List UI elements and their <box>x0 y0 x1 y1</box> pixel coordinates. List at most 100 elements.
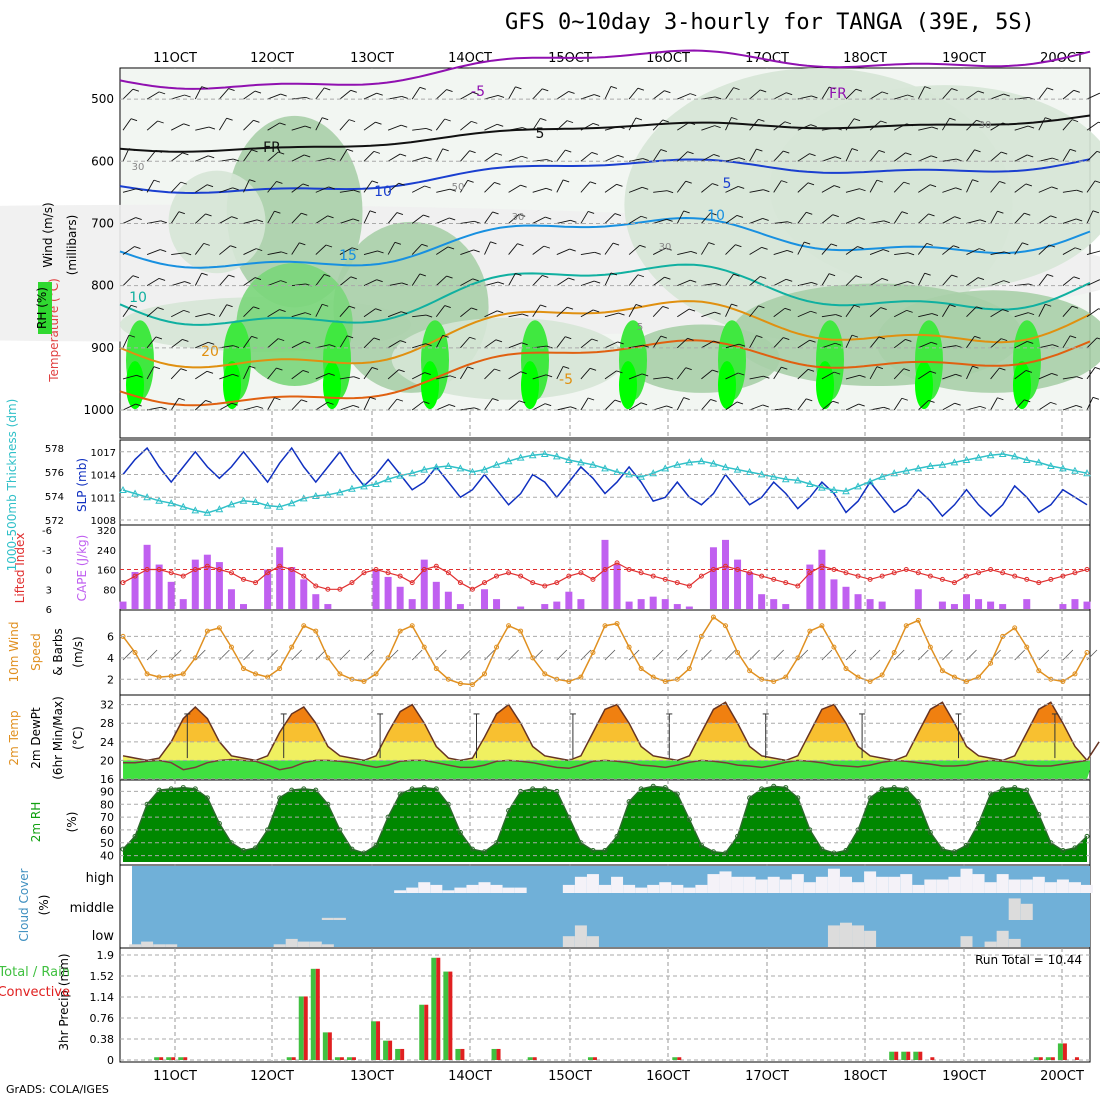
wind-barb <box>580 181 591 193</box>
wind-tick-label: 2 <box>107 673 114 686</box>
wind-barb <box>291 312 306 318</box>
wind-barb <box>990 280 1004 287</box>
wind-barb <box>267 151 279 162</box>
wind-barb <box>687 337 694 341</box>
thickness-line-point <box>360 482 368 490</box>
cloud-bar <box>707 874 720 893</box>
wind-barb <box>652 335 662 349</box>
cloud-bar <box>297 941 310 947</box>
wind-barb <box>387 153 401 162</box>
cloud-row-label: middle <box>70 901 114 916</box>
wind-barb <box>685 180 692 184</box>
precip-convective-bar <box>388 1040 393 1060</box>
wind-barb <box>1002 309 1009 312</box>
cloud-bar <box>442 890 455 893</box>
cloud-bar <box>671 884 684 893</box>
li-point <box>903 567 909 572</box>
wind-barb <box>388 95 402 100</box>
rh-line-point <box>277 795 283 801</box>
wind-barb <box>411 214 424 224</box>
wind-barb <box>1092 210 1100 214</box>
rh-legend-swatch <box>38 282 52 334</box>
rh-area <box>223 361 241 410</box>
wind-barb <box>267 181 277 193</box>
li-point <box>710 567 716 572</box>
wind-barb <box>276 181 283 184</box>
wind-barb <box>725 273 734 286</box>
cape-bar <box>746 571 754 609</box>
wind-barb <box>291 212 302 224</box>
cape-bar <box>312 594 320 609</box>
li-point <box>337 586 343 592</box>
cloud-bar <box>960 936 973 947</box>
wind-barb <box>652 149 662 162</box>
cape-bar <box>975 599 983 609</box>
wind-barb <box>979 405 987 409</box>
wind-barb <box>821 214 834 224</box>
rh-line-point <box>1072 845 1078 851</box>
wind-barb <box>845 403 859 411</box>
wind-barb <box>219 649 230 661</box>
cloud-bar <box>659 882 672 893</box>
wind-barb <box>545 187 553 191</box>
wind-barb <box>635 117 643 121</box>
rh-line-point <box>373 842 379 848</box>
wind-barb <box>219 88 229 100</box>
wind-barb <box>304 312 312 316</box>
thickness-line-point <box>685 458 694 466</box>
rh-line-point <box>590 847 596 853</box>
wind-barb <box>128 334 136 338</box>
temp-tick-label: 28 <box>100 717 114 730</box>
li-tick-label: 6 <box>46 605 52 616</box>
pressure-tick-label: 800 <box>91 279 114 293</box>
precip-total-bar <box>1045 1057 1051 1060</box>
precip-convective-bar <box>460 1048 465 1060</box>
wind-barb <box>182 152 189 156</box>
wind-barb <box>387 242 396 255</box>
thickness-line-point <box>203 508 212 516</box>
wind-barb <box>517 243 524 247</box>
wind-barb <box>184 94 191 98</box>
thickness-line-point <box>324 490 332 498</box>
isotherm-label: FR <box>263 140 281 156</box>
isotherm-label: 15 <box>339 248 357 264</box>
cloud-bar <box>731 876 744 893</box>
li-tick-label: -3 <box>42 546 52 557</box>
wind-barb <box>153 366 161 370</box>
li-point <box>759 573 765 579</box>
wind-barb <box>593 280 601 284</box>
rh-line-point <box>759 786 765 792</box>
temp-band <box>123 760 1090 779</box>
wind-barb <box>807 182 815 186</box>
wind-speed-line-point <box>819 623 825 629</box>
wind-barb <box>1075 247 1082 251</box>
wind-barb <box>821 127 836 131</box>
wind-barb <box>460 366 468 380</box>
wind-barb <box>907 252 915 256</box>
cape-bar <box>782 604 790 609</box>
wind-barb <box>542 274 549 278</box>
wind-barb <box>628 373 643 380</box>
wind-barb <box>677 122 690 131</box>
wind-barb <box>869 278 883 287</box>
wind-barb <box>642 344 649 348</box>
wind-barb <box>749 404 763 411</box>
precip-total-label: Total / Rain <box>0 965 70 980</box>
wind-barb <box>917 272 926 286</box>
wind-barb <box>350 276 357 280</box>
wind-barb <box>1027 154 1034 158</box>
rh-contour-label: 5 <box>637 322 643 333</box>
wind-barb <box>784 307 792 311</box>
wind-barb <box>371 180 379 184</box>
thickness-line-point <box>902 466 911 474</box>
wind-barb <box>763 375 770 379</box>
wind-barb <box>146 249 161 255</box>
wind-barb <box>442 148 449 152</box>
wind-barb <box>966 248 980 255</box>
wind-barb <box>219 274 229 286</box>
cloud-bar <box>574 925 587 947</box>
wind-barb <box>761 246 768 250</box>
thickness-line-point <box>866 477 874 485</box>
wind-barb <box>845 118 855 131</box>
wind-barb <box>756 148 763 152</box>
